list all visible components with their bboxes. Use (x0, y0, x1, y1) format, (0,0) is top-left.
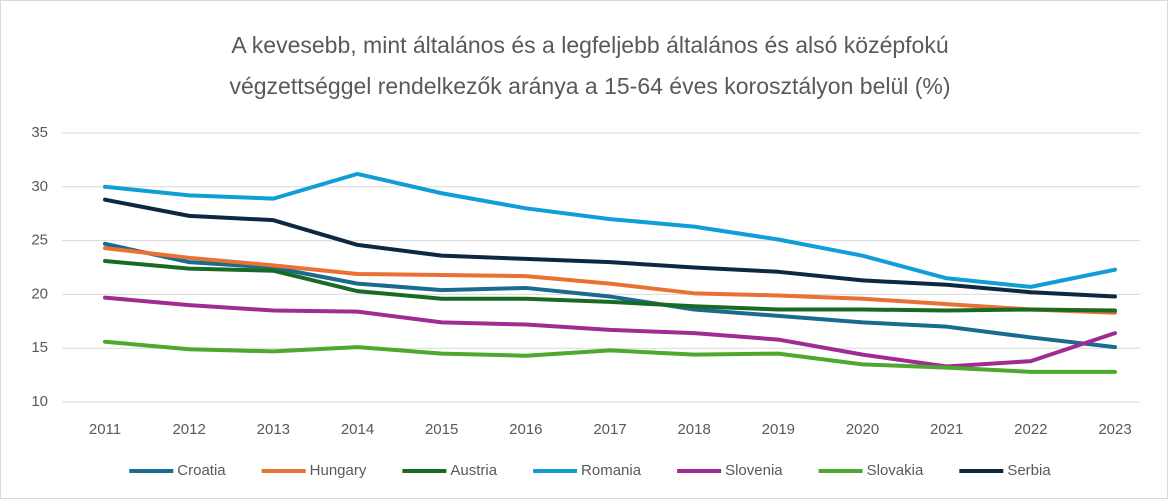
y-tick-label: 10 (31, 393, 48, 410)
x-tick-label: 2013 (257, 421, 290, 438)
series-line (103, 171, 1117, 289)
x-tick-label: 2016 (509, 421, 542, 438)
chart-title: végzettséggel rendelkezők aránya a 15-64… (229, 73, 950, 99)
x-tick-label: 2021 (930, 421, 963, 438)
y-tick-label: 25 (31, 232, 48, 249)
x-tick-label: 2012 (172, 421, 205, 438)
x-tick-label: 2014 (341, 421, 374, 438)
legend-label: Serbia (1007, 462, 1051, 479)
legend-label: Slovakia (867, 462, 924, 479)
chart-title: A kevesebb, mint általános és a legfelje… (231, 32, 948, 58)
series-line (103, 246, 1117, 315)
x-tick-label: 2022 (1014, 421, 1047, 438)
y-tick-label: 15 (31, 339, 48, 356)
x-tick-label: 2018 (677, 421, 710, 438)
legend-label: Romania (581, 462, 642, 479)
y-tick-label: 35 (31, 124, 48, 141)
x-tick-label: 2017 (593, 421, 626, 438)
legend-label: Croatia (177, 462, 226, 479)
series-line (103, 259, 1117, 313)
x-tick-label: 2023 (1098, 421, 1131, 438)
y-tick-label: 20 (31, 285, 48, 302)
legend-label: Hungary (310, 462, 367, 479)
series-line (103, 241, 1117, 350)
y-tick-label: 30 (31, 178, 48, 195)
x-tick-label: 2015 (425, 421, 458, 438)
x-tick-label: 2019 (762, 421, 795, 438)
x-tick-label: 2011 (89, 421, 121, 438)
series-line (103, 197, 1117, 299)
legend-label: Slovenia (725, 462, 783, 479)
legend-label: Austria (450, 462, 497, 479)
x-tick-label: 2020 (846, 421, 879, 438)
series-line (103, 339, 1117, 374)
